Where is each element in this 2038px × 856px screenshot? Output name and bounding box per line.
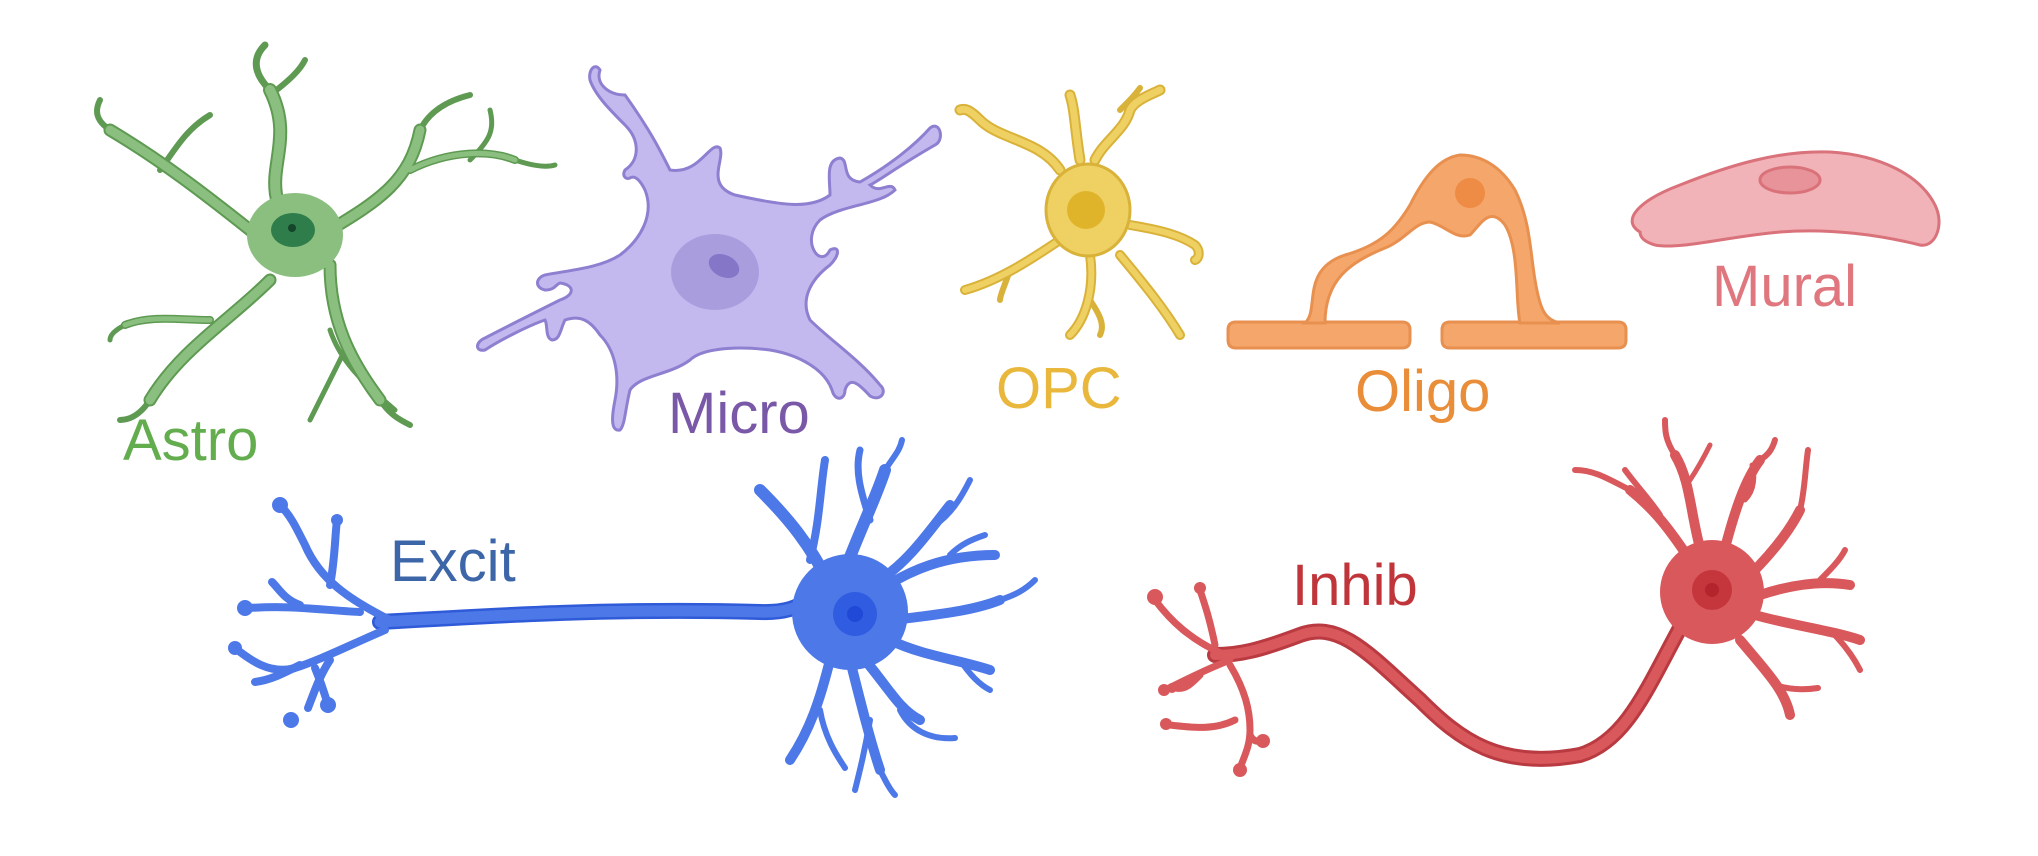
oligo-label: Oligo	[1355, 359, 1491, 424]
astrocyte-cell	[94, 41, 558, 428]
opc-label: OPC	[996, 356, 1122, 421]
astro-label: Astro	[123, 408, 259, 473]
opc-cell	[954, 84, 1204, 340]
microglia-cell	[476, 65, 942, 432]
excitatory-neuron	[228, 437, 1038, 798]
micro-label: Micro	[668, 381, 810, 446]
mural-label: Mural	[1712, 254, 1858, 319]
excit-label: Excit	[390, 529, 516, 594]
inhibitory-neuron	[1147, 417, 1865, 777]
mural-cell	[1630, 150, 1941, 248]
inhib-label: Inhib	[1292, 553, 1418, 618]
oligodendrocyte-cell	[1226, 153, 1628, 350]
